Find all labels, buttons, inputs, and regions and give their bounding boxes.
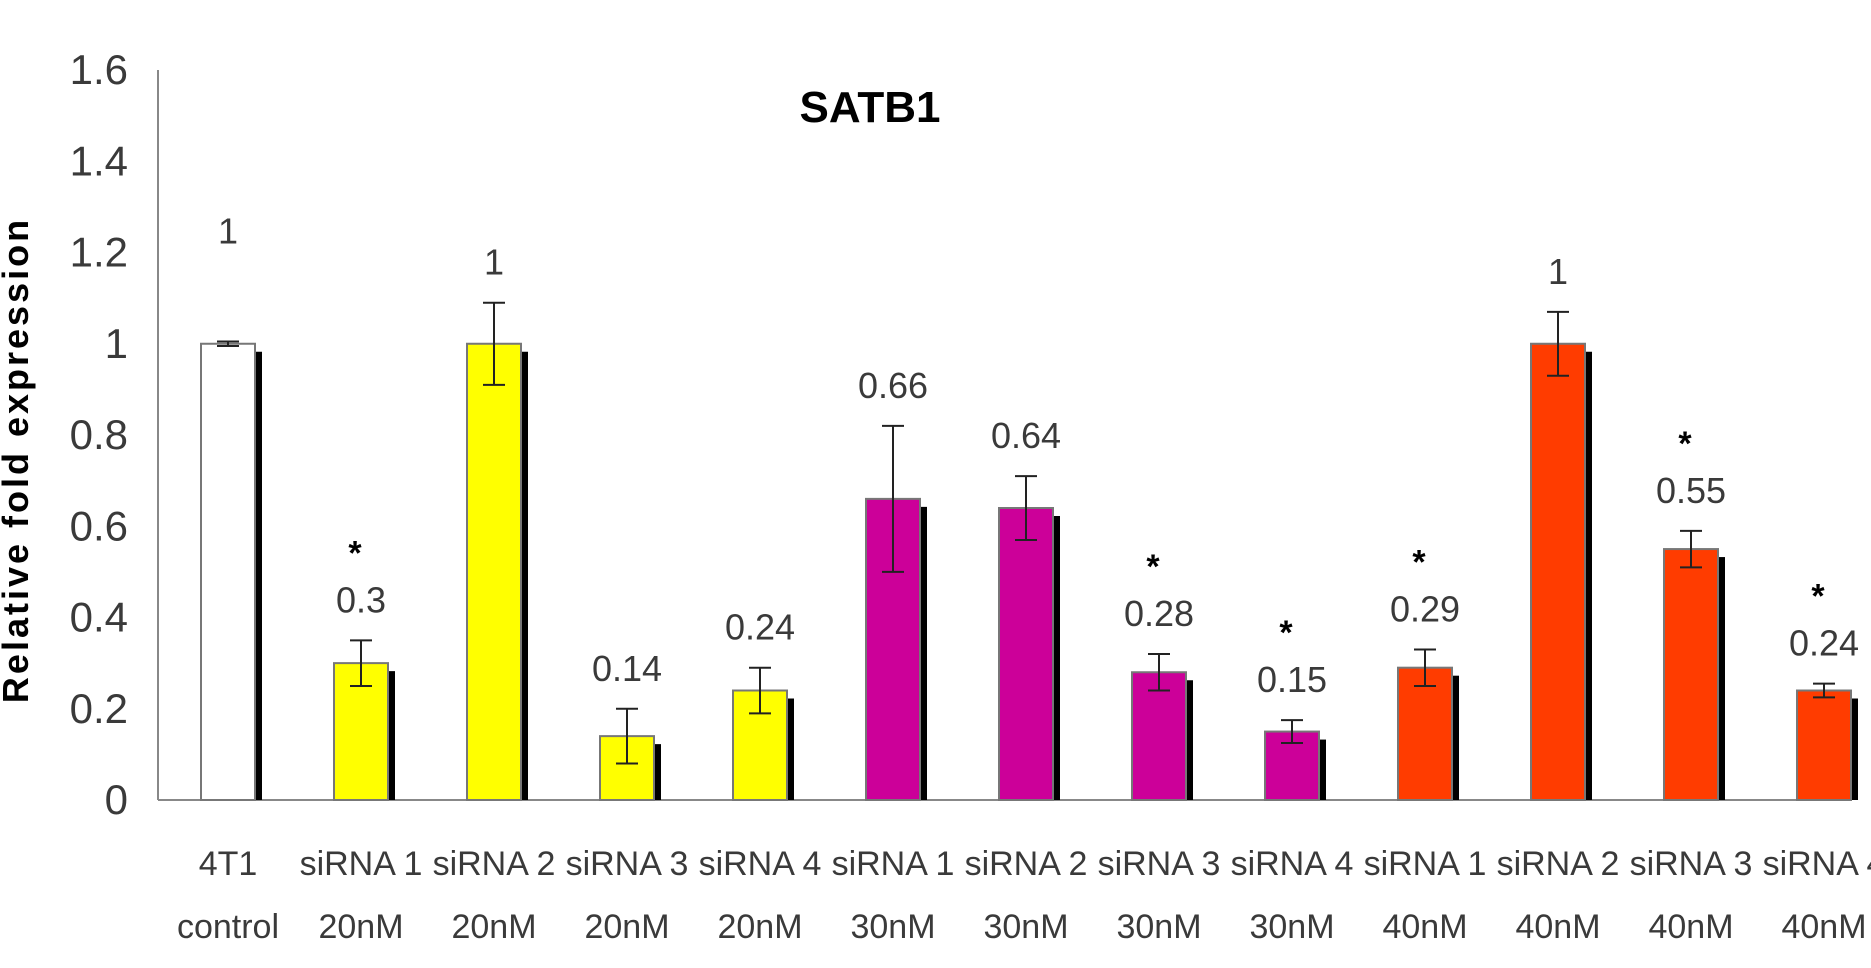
data-label: 1 (484, 242, 504, 283)
bar (1796, 689, 1852, 801)
x-tick-label-line1: siRNA 1 (300, 845, 423, 883)
x-tick-label-line1: siRNA 3 (1630, 845, 1753, 883)
x-tick-labels: 4T1 control siRNA 1 20nM siRNA 2 20nM siRNA 3 2… (177, 845, 1871, 946)
x-tick-label-line2: control (177, 908, 279, 946)
x-tick-label-line2: 40nM (1648, 908, 1733, 946)
x-tick-label-line1: 4T1 (199, 845, 258, 883)
bar (1663, 548, 1719, 801)
y-tick-label: 0.2 (70, 685, 128, 732)
data-label: 0.15 (1257, 659, 1327, 700)
x-tick-label-line1: siRNA 4 (699, 845, 822, 883)
y-tick-label: 1.6 (70, 46, 128, 93)
x-tick-label-line1: siRNA 4 (1231, 845, 1354, 883)
y-tick-label: 1.4 (70, 137, 128, 184)
data-label: 1 (218, 210, 238, 251)
data-label: 0.14 (592, 648, 662, 689)
x-tick-label-line2: 20nM (451, 908, 536, 946)
data-label: 0.29 (1390, 588, 1460, 629)
data-label: 1 (1548, 251, 1568, 292)
data-label: 0.64 (991, 415, 1061, 456)
x-tick-label-line2: 30nM (850, 908, 935, 946)
x-tick-label-line2: 20nM (584, 908, 669, 946)
significance-marker: * (1678, 425, 1692, 463)
x-tick-label-line1: siRNA 2 (433, 845, 556, 883)
x-tick-label-line1: siRNA 1 (1364, 845, 1487, 883)
significance-marker: * (348, 534, 362, 572)
data-label: 0.66 (858, 365, 928, 406)
x-tick-label-line1: siRNA 2 (1497, 845, 1620, 883)
x-tick-label-line2: 30nM (1116, 908, 1201, 946)
bar (1397, 666, 1453, 801)
bar (1530, 342, 1586, 801)
bar (466, 342, 522, 801)
x-tick-label-line2: 40nM (1382, 908, 1467, 946)
x-tick-label-line2: 40nM (1515, 908, 1600, 946)
y-tick-label: 1 (105, 320, 128, 367)
bars-group: 1 0.3 * 1 0.14 0.24 0.66 0.64 0.28 * 0.15 * 0.29 * 1 0.… (200, 210, 1859, 801)
y-tick-label: 0.6 (70, 502, 128, 549)
y-tick-label: 1.2 (70, 229, 128, 276)
data-label: 0.3 (336, 579, 386, 620)
y-tick-label: 0.4 (70, 594, 128, 641)
y-tick-label: 0.8 (70, 411, 128, 458)
data-label: 0.55 (1656, 470, 1726, 511)
data-label: 0.24 (1789, 623, 1859, 664)
x-tick-label-line2: 30nM (983, 908, 1068, 946)
y-tick-labels: 0 0.2 0.4 0.6 0.8 1 1.2 1.4 1.6 (70, 46, 128, 823)
data-label: 0.28 (1124, 593, 1194, 634)
x-tick-label-line1: siRNA 2 (965, 845, 1088, 883)
data-label: 0.24 (725, 607, 795, 648)
x-tick-label-line2: 40nM (1781, 908, 1866, 946)
y-tick-label: 0 (105, 776, 128, 823)
x-tick-label-line1: siRNA 3 (1098, 845, 1221, 883)
chart-title: SATB1 (800, 83, 941, 132)
significance-marker: * (1279, 614, 1293, 652)
bar (200, 342, 256, 801)
x-tick-label-line1: siRNA 3 (566, 845, 689, 883)
x-tick-label-line2: 30nM (1249, 908, 1334, 946)
significance-marker: * (1811, 578, 1825, 616)
bar (998, 507, 1054, 801)
x-tick-label-line2: 20nM (717, 908, 802, 946)
bar (1264, 730, 1320, 801)
y-axis-label: Relative fold expression (0, 217, 36, 703)
x-tick-label-line1: siRNA 1 (832, 845, 955, 883)
x-tick-label-line2: 20nM (318, 908, 403, 946)
x-tick-label-line1: siRNA 4 (1763, 845, 1871, 883)
significance-marker: * (1146, 548, 1160, 586)
significance-marker: * (1412, 543, 1426, 581)
